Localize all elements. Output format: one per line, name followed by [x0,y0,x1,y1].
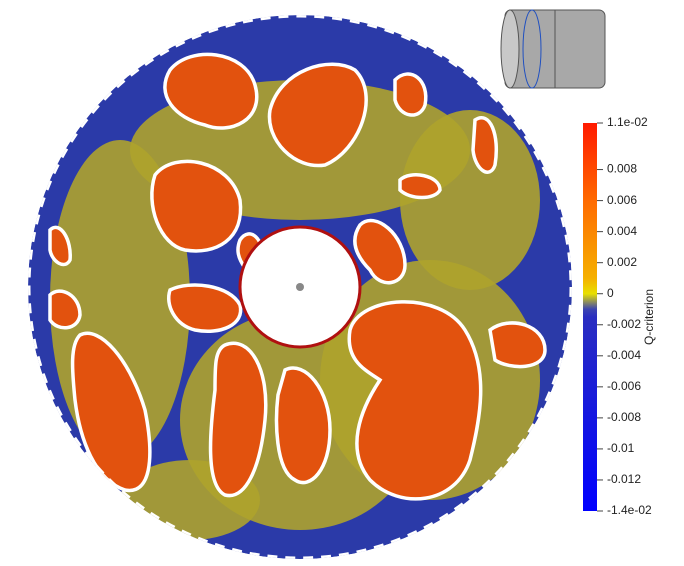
tick-label: 0.002 [607,255,637,269]
tick-label: -0.008 [607,410,641,424]
tick-label: -0.002 [607,317,641,331]
center-point [296,283,304,291]
colorbar-title: Q-criterion [642,289,656,345]
tick-label: -0.01 [607,441,635,455]
tick-label: 0.006 [607,193,637,207]
tick-label: 0.008 [607,162,637,176]
colorbar [583,123,597,511]
tick-label: -0.004 [607,348,641,362]
orientation-icon [501,10,605,88]
visualization: Q-criterion 1.1e-02 0.008 0.006 0.004 0.002 0… [0,0,684,561]
tick-label: -0.006 [607,379,641,393]
tick-label: 0 [607,286,614,300]
tick-label: 1.1e-02 [607,115,648,129]
tick-label: -0.012 [607,472,641,486]
tick-label: 0.004 [607,224,637,238]
tick-label: -1.4e-02 [607,503,652,517]
